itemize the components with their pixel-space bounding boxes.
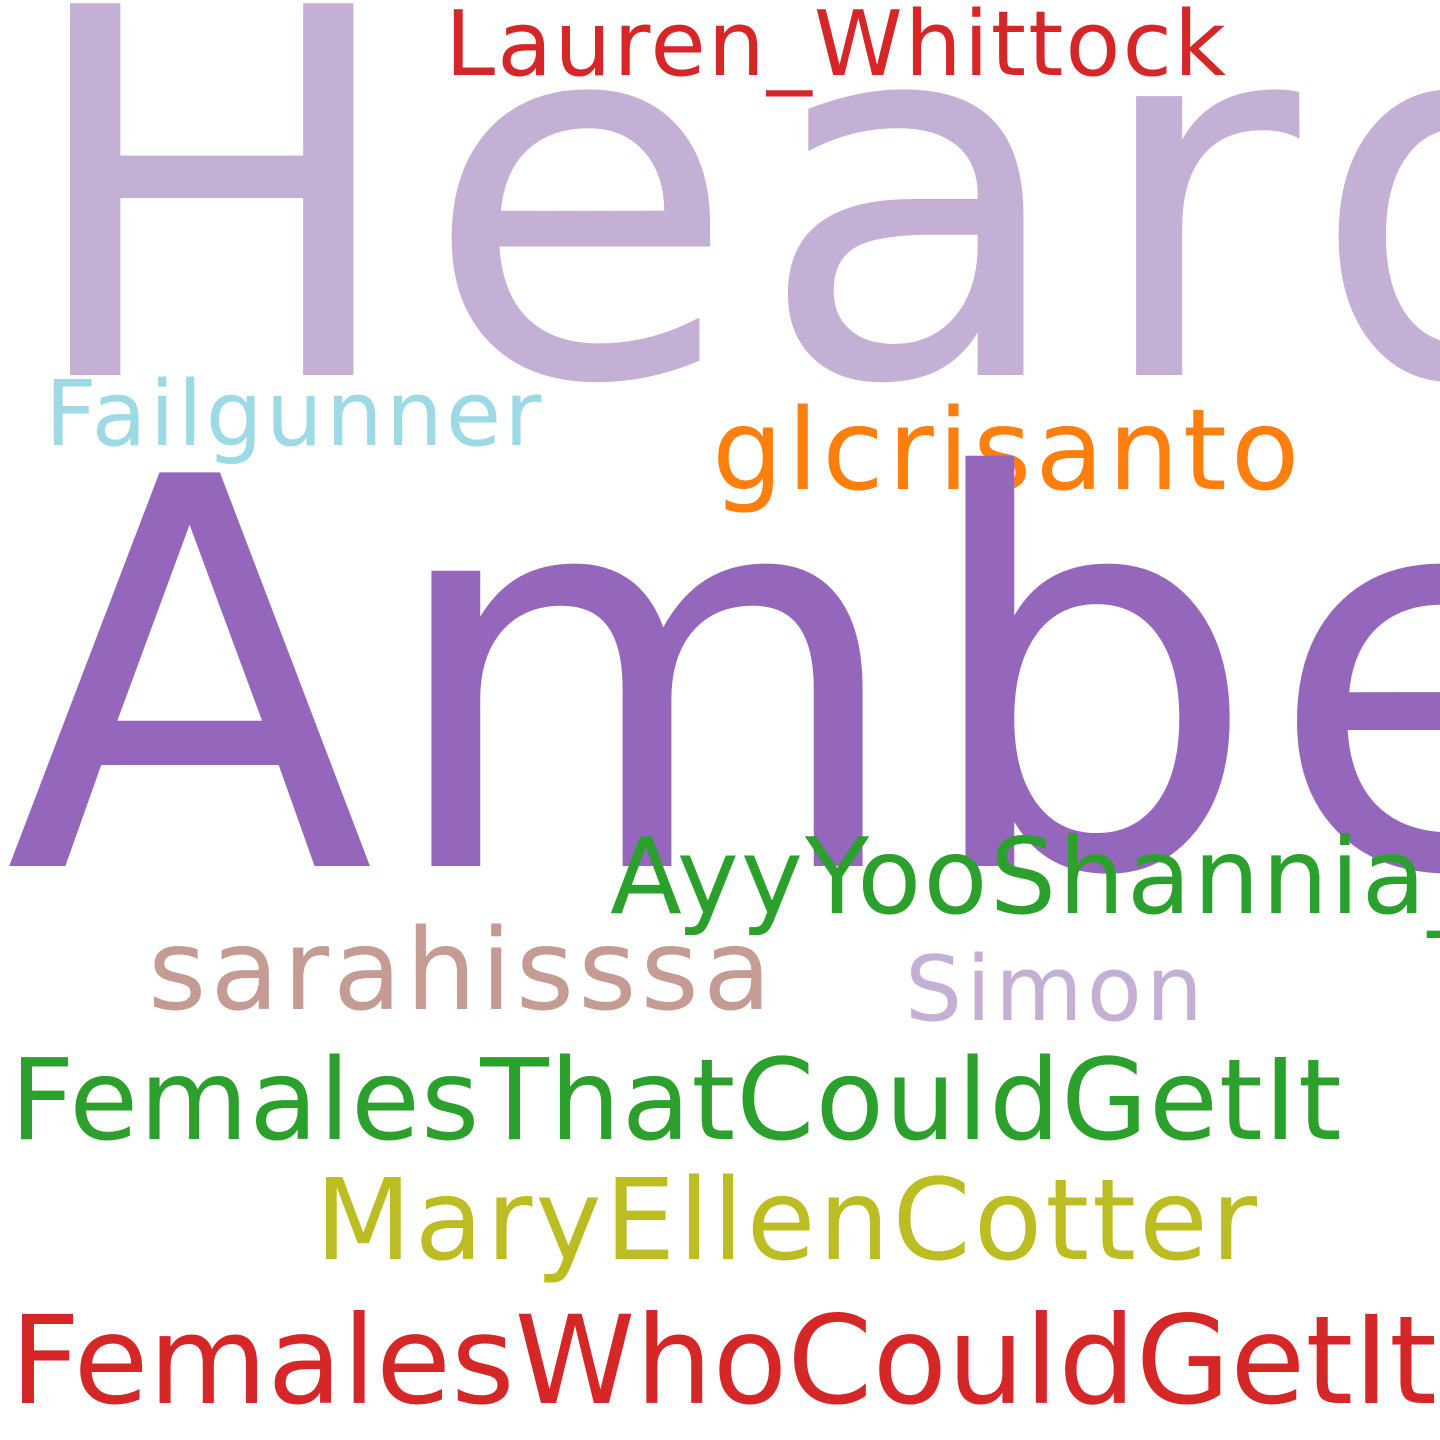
word-sarahisssa: sarahisssa — [148, 906, 776, 1036]
word-simon: Simon — [905, 937, 1207, 1042]
word-failgunner: Failgunner — [45, 362, 545, 467]
word-amber: Amber — [5, 366, 1440, 994]
word-lauren-whittock: Lauren_Whittock — [445, 0, 1229, 97]
word-femalesthatcouldgetit: FemalesThatCouldGetIt — [10, 1036, 1343, 1166]
word-femaleswhocouldgetit: FemalesWhoCouldGetIt — [10, 1290, 1438, 1432]
word-ayyyooshannia: AyyYooShannia_ — [610, 816, 1440, 938]
word-maryellencotter: MaryEllenCotter — [315, 1156, 1260, 1286]
word-heard: Heard — [20, 0, 1440, 496]
word-glcrisanto: glcrisanto — [712, 386, 1304, 516]
